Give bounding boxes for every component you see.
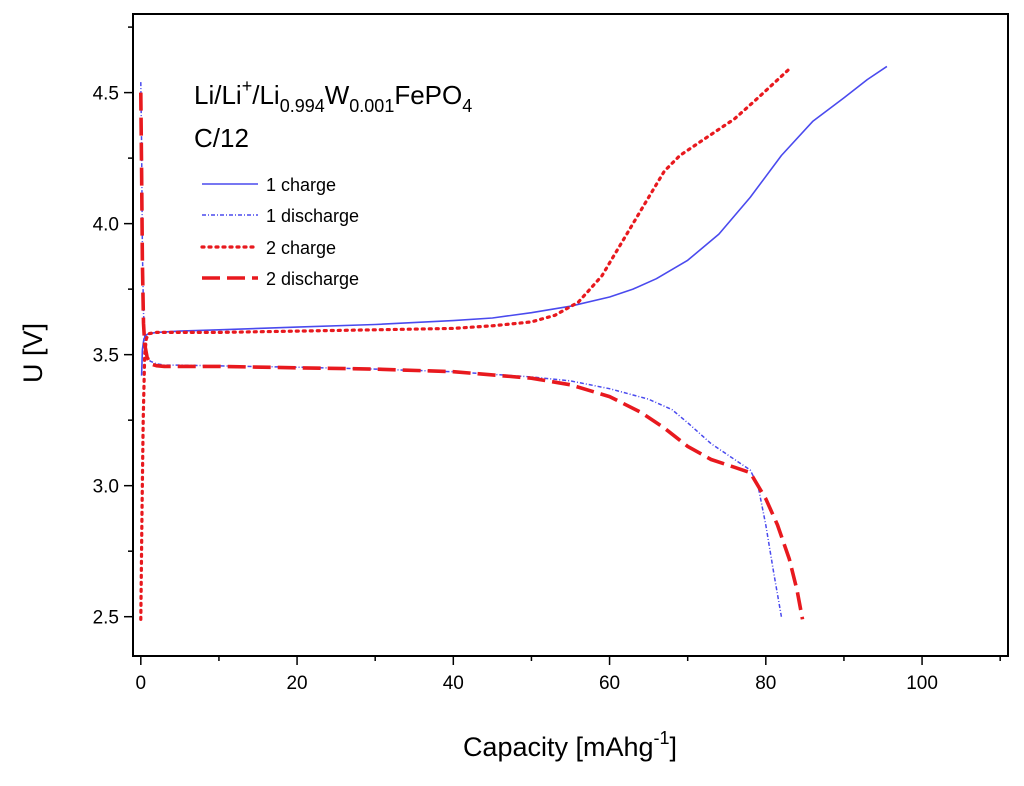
x-tick-label: 0 [136, 673, 147, 694]
legend: 1 charge 1 discharge 2 charge 2 discharg… [200, 175, 359, 289]
series-line-2-charge [139, 67, 791, 621]
y-tick-label: 4.0 [93, 215, 119, 236]
legend-label-1-discharge: 1 discharge [266, 206, 359, 226]
x-axis-title: Capacity [mAhg-1] [463, 728, 677, 762]
x-tick-label: 60 [599, 673, 620, 694]
y-tick-label: 3.5 [93, 346, 119, 367]
x-tick-label: 80 [755, 673, 776, 694]
y-tick-label: 2.5 [93, 608, 119, 629]
x-tick-label: 40 [443, 673, 464, 694]
y-tick-label: 4.5 [93, 84, 119, 105]
formula-annotation: Li/Li+/Li0.994W0.001FePO4 [194, 76, 472, 116]
y-axis-title: U [V] [18, 323, 48, 383]
legend-label-1-charge: 1 charge [266, 175, 336, 195]
ticks-layer: 0 20 40 60 80 100 2.5 3.0 3.5 4.0 4.5 [93, 26, 1001, 694]
x-tick-label: 100 [906, 673, 938, 694]
plot-frame [132, 13, 1009, 657]
series-layer [139, 65, 888, 621]
legend-label-2-charge: 2 charge [266, 238, 336, 258]
series-line-2-discharge [139, 92, 805, 620]
legend-label-2-discharge: 2 discharge [266, 269, 359, 289]
x-tick-label: 20 [286, 673, 307, 694]
y-tick-label: 3.0 [93, 477, 119, 498]
rate-annotation: C/12 [194, 123, 249, 153]
